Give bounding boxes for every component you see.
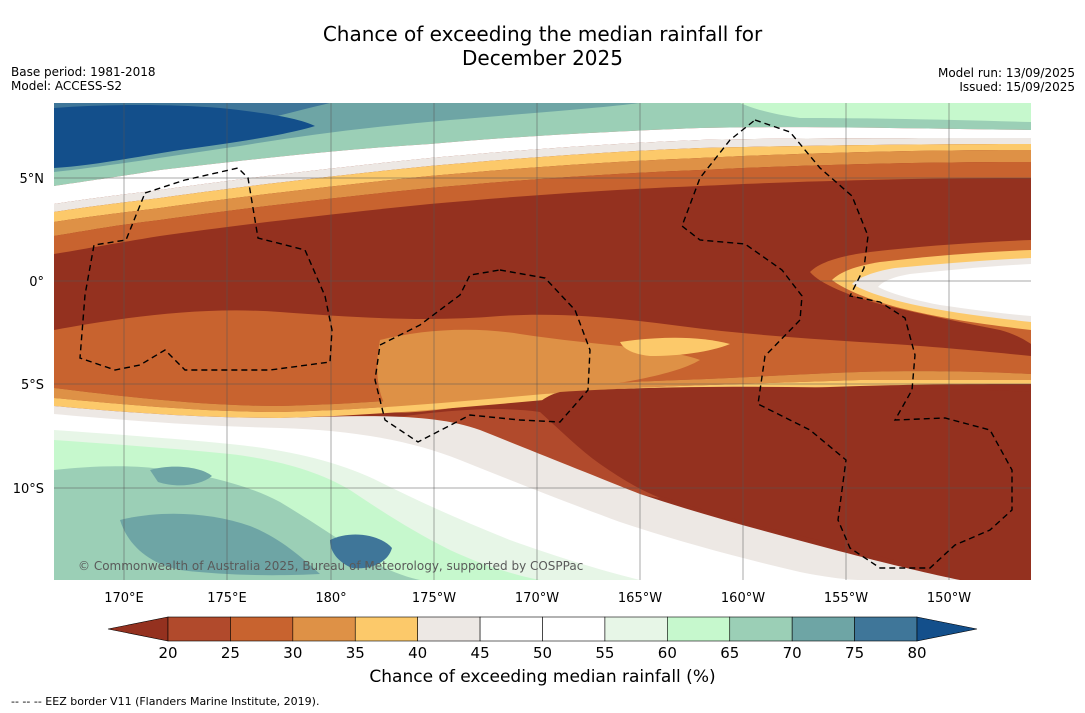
- colorbar-segment: [667, 616, 731, 642]
- colorbar-tick-label: 35: [346, 644, 365, 662]
- colorbar-extension-low: [107, 616, 169, 642]
- lon-label-175w: 175°W: [412, 591, 456, 606]
- colorbar: 20 25 30 35 40 45 50 55 60 65 70 75 80: [107, 616, 978, 662]
- base-period: Base period: 1981-2018: [11, 65, 156, 79]
- colorbar-tick-label: 45: [471, 644, 490, 662]
- colorbar-label: Chance of exceeding median rainfall (%): [369, 667, 716, 687]
- colorbar-segment: [230, 616, 294, 642]
- south-band-40: [54, 380, 1031, 418]
- eez-legend-note: -- -- -- EEZ border V11 (Flanders Marine…: [11, 695, 320, 708]
- colorbar-tick-label: 75: [845, 644, 864, 662]
- colorbar-segment: [854, 616, 918, 642]
- colorbar-tick-label: 60: [658, 644, 677, 662]
- lat-label-5s: 5°S: [21, 378, 44, 393]
- southeast-band-20: [530, 386, 1031, 580]
- colorbar-tick-label: 20: [158, 644, 177, 662]
- colorbar-tick-label: 55: [595, 644, 614, 662]
- north-band-60-east: [740, 103, 1031, 122]
- copyright-text: © Commonwealth of Australia 2025, Bureau…: [78, 559, 583, 573]
- lon-label-170w: 170°W: [515, 591, 559, 606]
- north-band-45: [54, 138, 1031, 212]
- north-band-30: [54, 162, 1031, 254]
- colorbar-tick-label: 50: [533, 644, 552, 662]
- eez-borders: [79, 119, 1013, 569]
- south-band-75: [330, 534, 392, 569]
- colorbar-segment: [791, 616, 855, 642]
- run-info: Model run: 13/09/2025 Issued: 15/09/2025: [938, 66, 1075, 94]
- lon-label-150w: 150°W: [927, 591, 971, 606]
- colorbar-tick-label: 70: [783, 644, 802, 662]
- colorbar-segment: [167, 616, 231, 642]
- south-band-40-patch: [620, 337, 730, 356]
- colorbar-tick-label: 80: [907, 644, 926, 662]
- colorbar-tick-label: 30: [283, 644, 302, 662]
- north-band-50: [54, 127, 1031, 204]
- issued-date: Issued: 15/09/2025: [959, 80, 1075, 94]
- eez-border-kiribati-gilberts: [79, 167, 333, 371]
- colorbar-segment: [417, 616, 481, 642]
- lon-label-160w: 160°W: [721, 591, 765, 606]
- colorbar-segment: [604, 616, 668, 642]
- lat-label-10s: 10°S: [13, 482, 44, 497]
- lon-label-180: 180°: [315, 591, 346, 606]
- colorbar-tick-label: 65: [720, 644, 739, 662]
- south-band-35-central: [377, 329, 700, 413]
- colorbar-segment: [354, 616, 418, 642]
- colorbar-segment: [542, 616, 606, 642]
- rainfall-field: [54, 103, 1031, 580]
- south-band-35: [54, 371, 1031, 412]
- graticule: [54, 103, 1031, 580]
- colorbar-tick-label: 25: [221, 644, 240, 662]
- lon-label-165w: 165°W: [618, 591, 662, 606]
- lat-label-0: 0°: [29, 275, 44, 290]
- lon-label-170e: 170°E: [104, 591, 144, 606]
- south-band-70: [120, 513, 320, 576]
- model-name: Model: ACCESS-S2: [11, 79, 123, 93]
- colorbar-segment: [479, 616, 543, 642]
- south-band-70-patch: [150, 466, 212, 486]
- north-band-80: [54, 105, 315, 168]
- eez-border-phoenix: [374, 269, 591, 443]
- colorbar-segment: [729, 616, 793, 642]
- lon-label-155w: 155°W: [824, 591, 868, 606]
- map-title: Chance of exceeding the median rainfall …: [0, 22, 1085, 70]
- map-title-line1: Chance of exceeding the median rainfall …: [322, 22, 763, 46]
- lat-label-5n: 5°N: [20, 172, 45, 187]
- colorbar-extension-high: [916, 616, 978, 642]
- colorbar-segment: [292, 616, 356, 642]
- north-band-35: [54, 150, 1031, 236]
- lon-label-175e: 175°E: [207, 591, 247, 606]
- model-run-date: Model run: 13/09/2025: [937, 66, 1075, 80]
- equatorial-band-50: [878, 264, 1031, 316]
- map-title-line2: December 2025: [462, 46, 623, 70]
- north-band-40: [54, 144, 1031, 222]
- eez-border-line-islands: [681, 119, 1013, 569]
- model-info: Base period: 1981-2018 Model: ACCESS-S2: [11, 65, 156, 93]
- colorbar-tick-label: 40: [408, 644, 427, 662]
